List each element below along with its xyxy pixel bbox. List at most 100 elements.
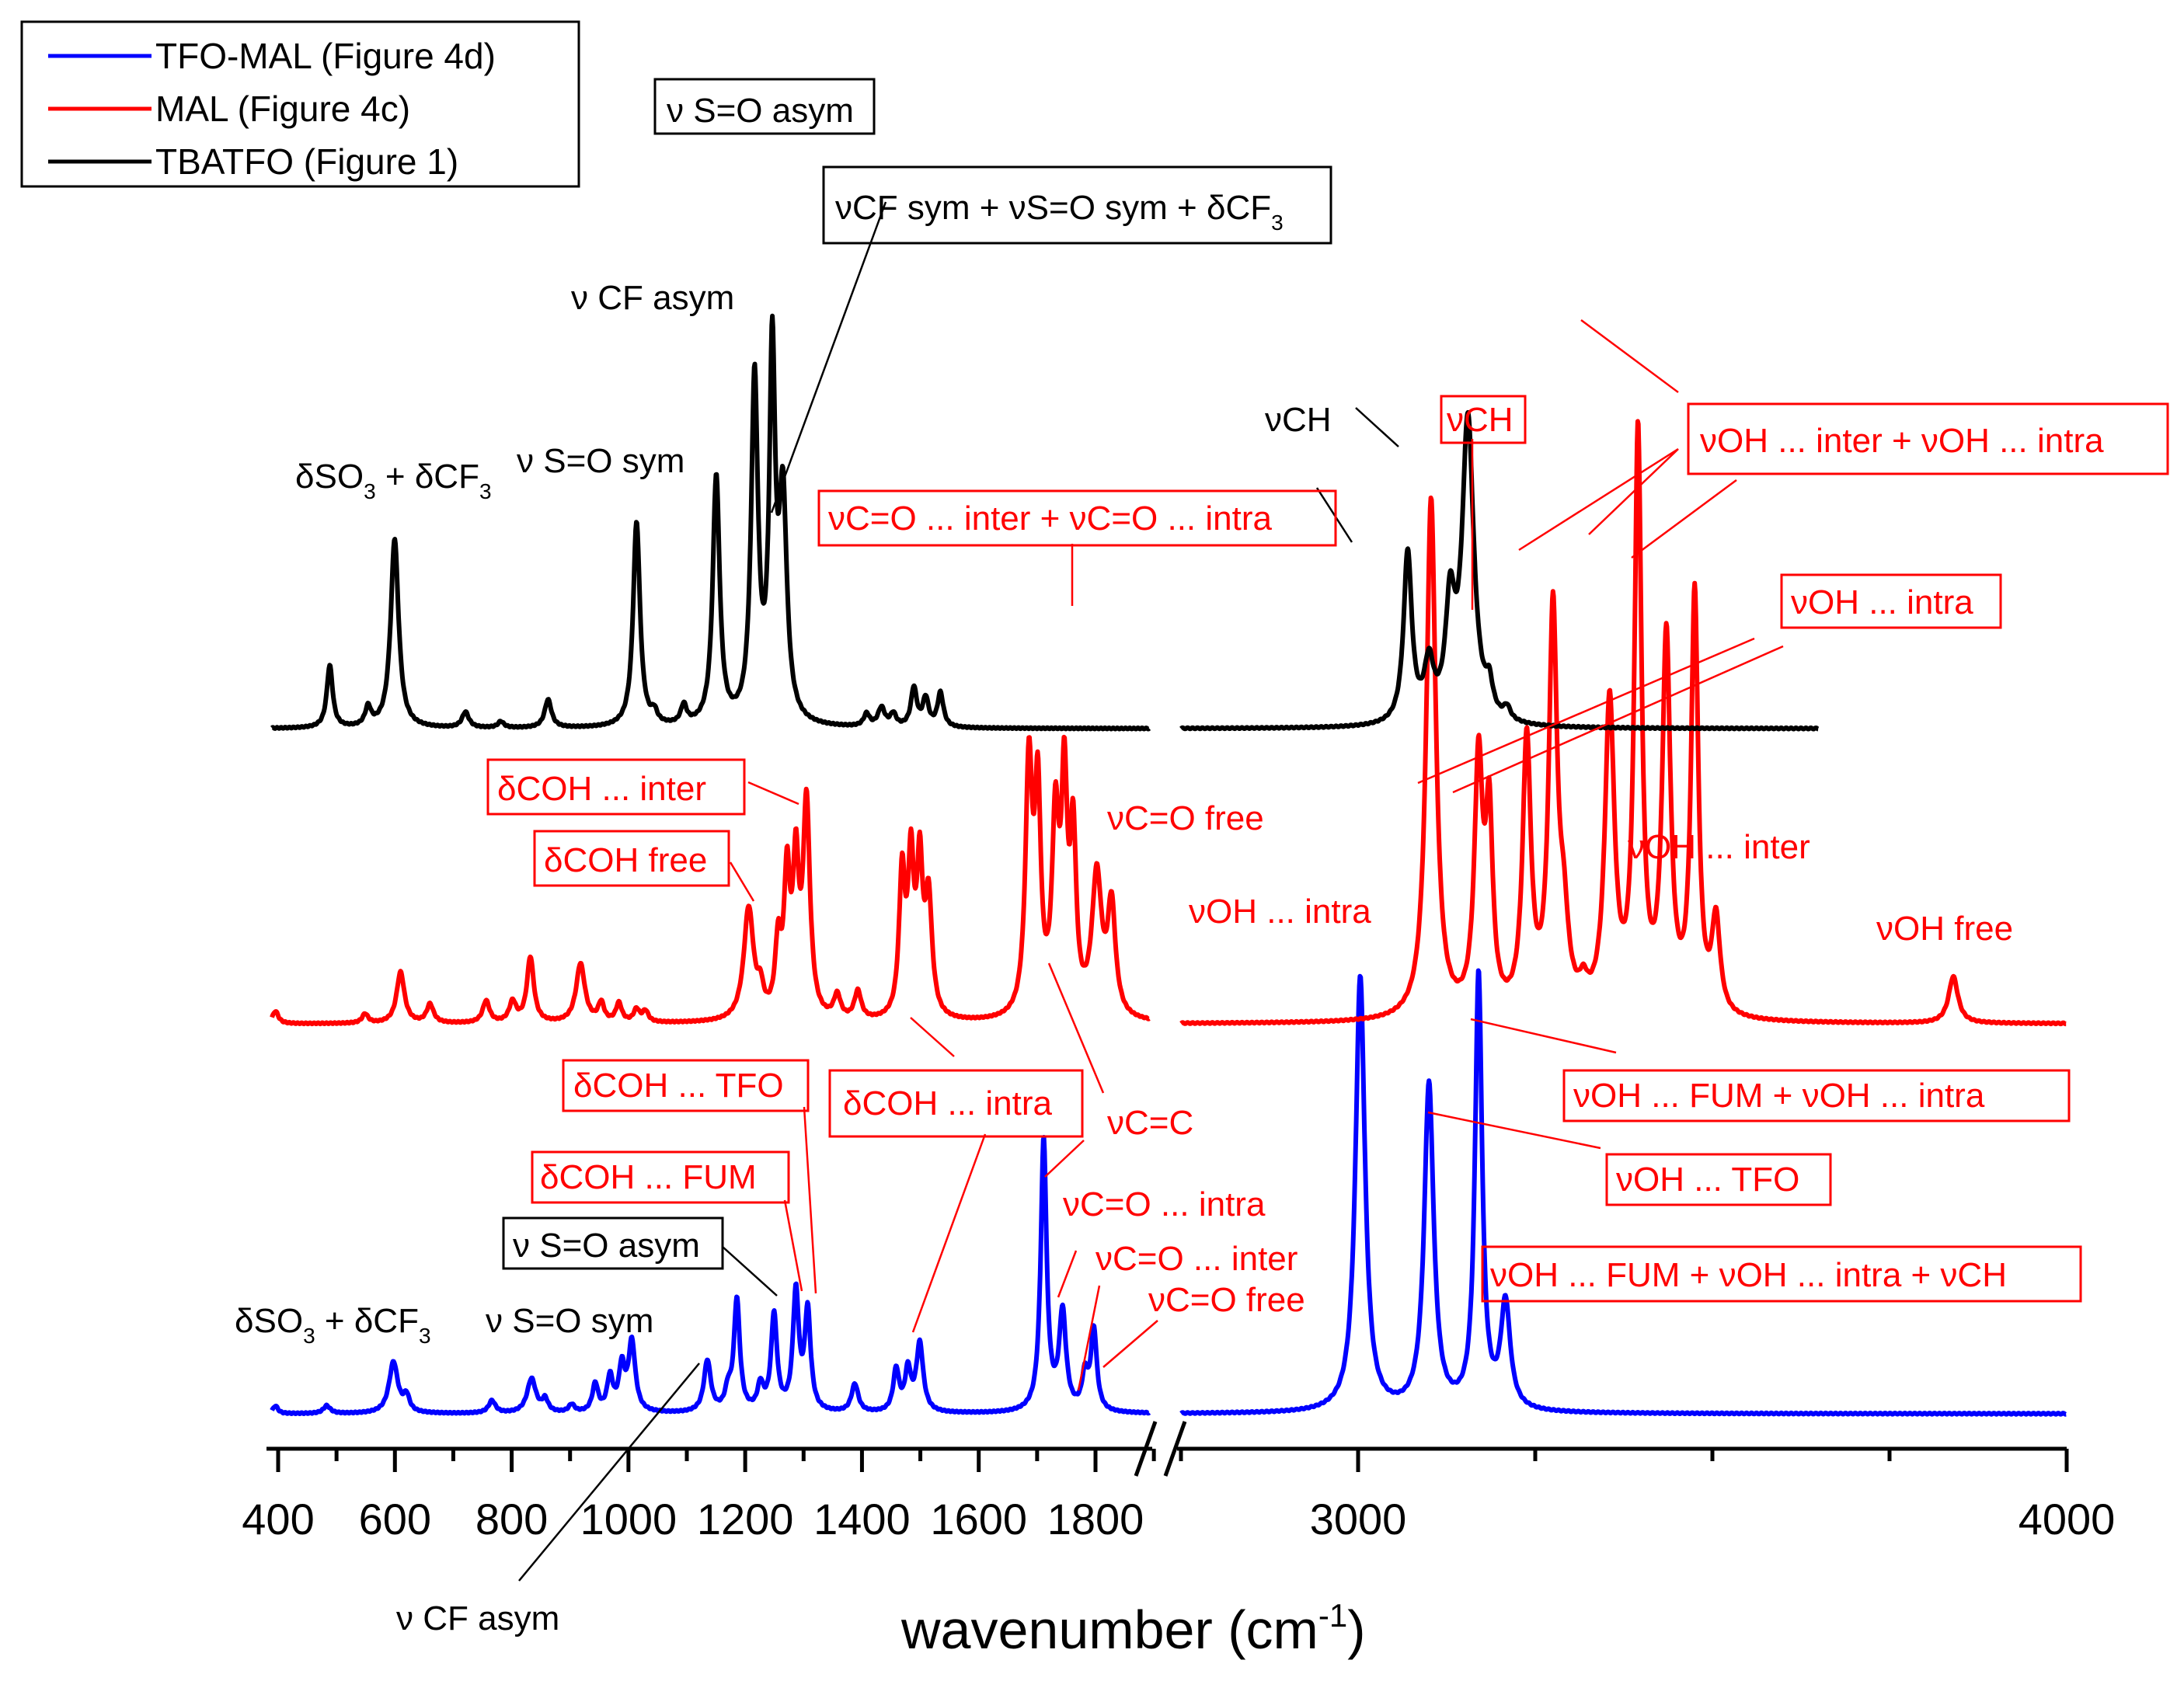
label-plus: + — [315, 1302, 354, 1340]
connector-oh-inter-intra — [1518, 447, 1679, 552]
label-oh-intra: νOH ... intra — [1189, 893, 1371, 931]
x-tick-label: 1000 — [580, 1495, 677, 1544]
label-co-intra: νC=O ... intra — [1063, 1185, 1266, 1223]
label-dso3-dcf3: δSO3 + δCF3 — [295, 458, 492, 503]
label-oh-inter-intra: νOH ... inter + νOH ... intra — [1700, 422, 2104, 460]
label-dso3-text: δSO — [295, 458, 364, 496]
x-axis-title-main: wavenumber (cm — [900, 1599, 1318, 1660]
legend-label-tbatfo: TBATFO (Figure 1) — [155, 141, 458, 182]
connector-oh-fum — [1470, 1018, 1617, 1054]
x-axis: 400 600 800 1000 1200 1400 1600 1800 3000 4000 — [242, 1421, 2115, 1544]
label-co-free: νC=O free — [1107, 799, 1264, 837]
label-dso3-dcf3-blue: δSO3 + δCF3 — [235, 1302, 431, 1348]
label-dcf-text: δCF — [415, 458, 479, 496]
label-dso3-text: δSO — [235, 1302, 303, 1340]
label-coh-free: δCOH free — [544, 841, 707, 879]
annotation-box — [1562, 1069, 2071, 1122]
connector-coh-intra — [911, 1133, 987, 1333]
annotation-box — [1687, 402, 2169, 475]
connector-co-intra-blue — [1057, 1250, 1078, 1298]
axis-break-mark — [1163, 1421, 1187, 1477]
annotation-boxes — [486, 78, 2169, 1303]
connector-oh-inter-intra — [1631, 479, 1737, 559]
legend-box — [20, 20, 580, 188]
x-axis-ticks: 400 600 800 1000 1200 1400 1600 1800 3000 4000 — [242, 1449, 2115, 1544]
connector-cf-sym — [770, 201, 887, 513]
series-line-tbatfo — [270, 313, 1151, 732]
x-tick-label: 600 — [359, 1495, 431, 1544]
annotation-box — [533, 830, 730, 887]
axis-break-mark — [1134, 1421, 1158, 1477]
label-cf-sym-text: νCF sym + νS=O sym + δCF — [835, 189, 1271, 227]
label-so-sym-blue: ν S=O sym — [486, 1302, 653, 1340]
label-cf-sym-so-sym-dcf3: νCF sym + νS=O sym + δCF3 — [835, 189, 1284, 235]
label-so-asym: ν S=O asym — [667, 92, 854, 130]
series-line-mal — [1179, 419, 2068, 1027]
legend-label-mal: MAL (Figure 4c) — [155, 89, 410, 129]
x-tick-label: 4000 — [2019, 1495, 2116, 1544]
label-oh-fum-intra-ch: νOH ... FUM + νOH ... intra + νCH — [1490, 1256, 2007, 1294]
annotation-box — [653, 78, 876, 135]
label-oh-free: νOH free — [1876, 910, 2013, 948]
spectra-traces — [270, 313, 2068, 1417]
x-axis-title-sup: -1 — [1318, 1597, 1347, 1634]
annotation-box — [502, 1216, 724, 1270]
connector-oh-inter-intra — [1588, 448, 1679, 535]
label-coh-inter: δCOH ... inter — [497, 770, 706, 808]
x-tick-label: 3000 — [1310, 1495, 1407, 1544]
connector-cc — [1047, 962, 1105, 1094]
annotation-box — [1605, 1153, 1832, 1206]
label-cf3-subscript: 3 — [479, 479, 492, 503]
annotation-box — [1440, 395, 1527, 444]
connector-oh-intra — [1452, 645, 1784, 794]
connector-coh-inter — [747, 781, 799, 806]
label-oh-inter: νOH ... inter — [1628, 828, 1810, 866]
label-coh-intra: δCOH ... intra — [843, 1084, 1053, 1122]
x-tick-label: 800 — [475, 1495, 548, 1544]
label-plus: + — [376, 458, 415, 496]
label-so-asym-blue: ν S=O asym — [513, 1227, 700, 1265]
connector-oh-inter-intra — [1580, 318, 1679, 394]
annotation-box — [531, 1150, 790, 1204]
label-so3-subscript: 3 — [303, 1324, 315, 1348]
connector-oh-tfo — [1427, 1111, 1601, 1150]
annotation-box — [817, 489, 1337, 547]
annotation-connectors — [518, 201, 1784, 1582]
x-axis-title-close: ) — [1347, 1599, 1365, 1660]
label-co-inter: νC=O ... inter — [1095, 1240, 1298, 1278]
x-tick-label: 1200 — [697, 1495, 794, 1544]
label-dcf-text: δCF — [354, 1302, 419, 1340]
annotation-labels: ν S=O asym νCF sym + νS=O sym + δCF3 ν C… — [235, 92, 2104, 1637]
annotation-box — [828, 1069, 1084, 1138]
annotation-box — [562, 1059, 810, 1112]
label-co-free-blue: νC=O free — [1148, 1281, 1305, 1319]
x-axis-title: wavenumber (cm-1) — [900, 1597, 1366, 1660]
label-cf3-subscript: 3 — [1271, 211, 1284, 235]
series-line-tfo-mal — [1179, 968, 2068, 1417]
label-ch-black: νCH — [1265, 401, 1332, 439]
connector-cf-asym-blue — [518, 1363, 700, 1582]
label-oh-intra-boxed: νOH ... intra — [1791, 583, 1973, 621]
label-cc: νC=C — [1107, 1104, 1193, 1142]
connector-oh-intra — [1417, 637, 1755, 785]
connector-coh-tfo — [803, 1106, 817, 1294]
legend-label-tfo-mal: TFO-MAL (Figure 4d) — [155, 36, 496, 76]
connector-so-asym-blue — [722, 1246, 778, 1296]
label-oh-fum-intra: νOH ... FUM + νOH ... intra — [1573, 1077, 1985, 1115]
annotation-box — [1481, 1245, 2082, 1303]
annotation-box — [486, 758, 746, 816]
annotation-box — [822, 165, 1332, 245]
label-oh-tfo: νOH ... TFO — [1616, 1161, 1799, 1199]
label-co-inter-intra: νC=O ... inter + νC=O ... intra — [828, 499, 1272, 538]
x-tick-label: 1600 — [930, 1495, 1027, 1544]
connector-cc — [1044, 1140, 1085, 1178]
connector-coh-fum — [783, 1199, 803, 1292]
annotation-box — [1780, 573, 2002, 629]
connector-ch-black — [1355, 407, 1399, 447]
series-line-tbatfo — [1179, 409, 1820, 732]
label-so-sym: ν S=O sym — [517, 442, 684, 480]
x-tick-label: 1400 — [813, 1495, 911, 1544]
connector-co-inter-blue — [1077, 1285, 1101, 1391]
